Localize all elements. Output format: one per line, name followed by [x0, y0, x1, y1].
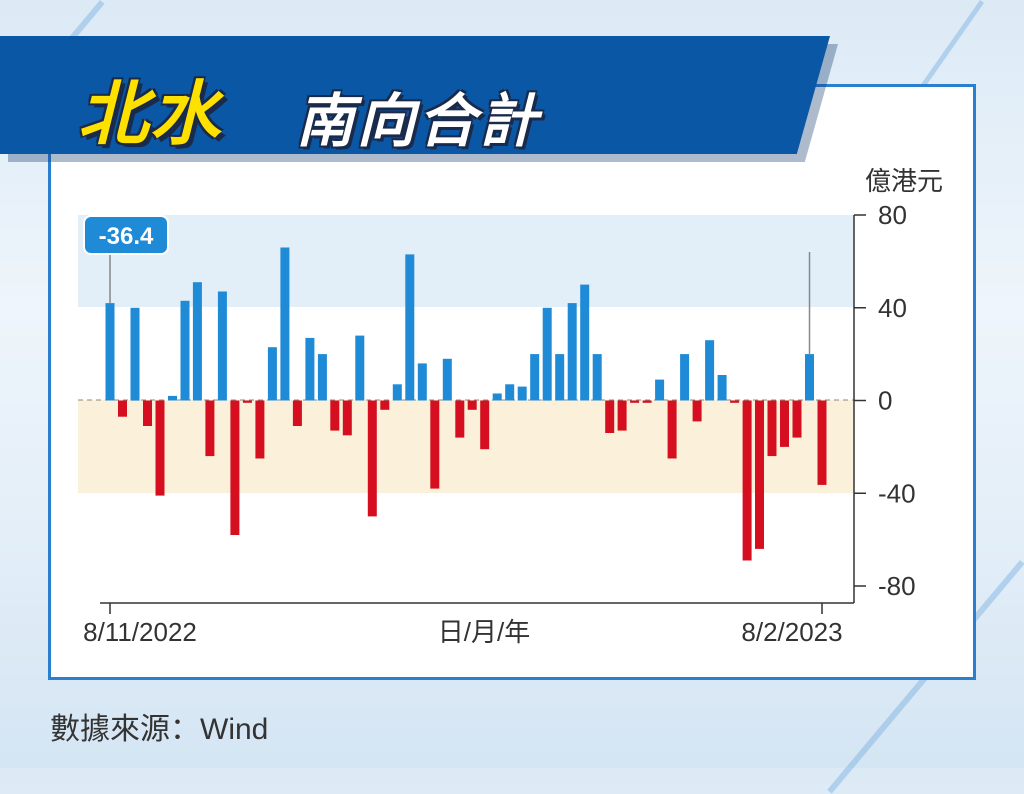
- bar: [767, 400, 777, 457]
- y-tick-label: 80: [878, 200, 907, 230]
- y-axis-label: 億港元: [865, 166, 943, 196]
- title-banner: [0, 36, 830, 154]
- bar: [655, 379, 665, 401]
- bar: [143, 400, 152, 426]
- bar: [367, 400, 377, 517]
- annotation-box: [83, 215, 169, 255]
- annotation-label: -36.4: [99, 223, 154, 250]
- bar: [392, 384, 402, 401]
- bar: [405, 254, 415, 401]
- negative-band: [78, 400, 854, 493]
- y-tick-label: 0: [878, 386, 892, 416]
- positive-band: [78, 215, 854, 307]
- bar: [230, 400, 240, 535]
- bar: [605, 400, 615, 433]
- bar: [180, 300, 190, 401]
- bar: [342, 400, 352, 436]
- annotations-group: 42.0-36.4: [83, 215, 811, 355]
- bar: [717, 375, 727, 401]
- bar: [467, 400, 477, 410]
- bar: [705, 340, 715, 401]
- bar: [642, 400, 652, 403]
- bar: [317, 354, 327, 401]
- x-tick-label-end: 8/2/2023: [741, 617, 842, 647]
- bar: [430, 400, 440, 489]
- bar: [780, 400, 789, 447]
- bar: [730, 400, 740, 403]
- bar-chart: 80 40 0 -40 -80 億港元 8/11/2022 8/2/2023 日/月/年…: [78, 166, 943, 647]
- bar: [168, 395, 177, 401]
- bar: [242, 400, 252, 403]
- bar: [567, 303, 577, 401]
- bar: [442, 358, 452, 401]
- bar: [105, 303, 115, 401]
- chart-panel: [48, 84, 976, 680]
- bar: [155, 400, 165, 496]
- data-source: 數據來源：Wind: [50, 713, 269, 746]
- chart-title-sub: 南向合計: [296, 89, 541, 154]
- bar: [792, 400, 802, 438]
- bar: [417, 363, 427, 401]
- bar: [305, 337, 315, 401]
- chart-title-main: 北水: [78, 75, 222, 153]
- bar: [592, 354, 602, 401]
- bars-group: [105, 247, 827, 561]
- bar: [542, 307, 552, 401]
- bar: [492, 393, 502, 401]
- x-tick-label-start: 8/11/2022: [83, 617, 197, 647]
- bar: [667, 400, 677, 459]
- bar: [192, 282, 202, 401]
- y-tick-label: 40: [878, 293, 907, 323]
- bar: [692, 400, 702, 422]
- bar: [817, 400, 827, 485]
- bar: [630, 400, 640, 403]
- bar: [118, 400, 127, 417]
- bar: [355, 335, 365, 401]
- y-tick-label: -80: [878, 571, 916, 601]
- bar: [380, 400, 390, 410]
- bar: [455, 400, 465, 438]
- bar: [555, 354, 565, 401]
- bar: [205, 400, 215, 457]
- y-tick-label: -40: [878, 478, 916, 508]
- bar: [742, 400, 752, 561]
- bar: [280, 247, 290, 401]
- bar: [530, 354, 540, 401]
- bar: [217, 291, 227, 401]
- bar: [617, 400, 627, 431]
- x-axis-label: 日/月/年: [438, 617, 530, 647]
- bar: [330, 400, 340, 431]
- bar: [267, 347, 277, 401]
- bar: [805, 354, 814, 401]
- bar: [292, 400, 302, 426]
- bar: [480, 400, 490, 450]
- bar: [505, 384, 515, 401]
- bar: [680, 354, 690, 401]
- bar: [580, 284, 590, 401]
- bar: [255, 400, 265, 459]
- bar: [755, 400, 764, 549]
- bar: [130, 307, 140, 401]
- y-ticks-group: 80 40 0 -40 -80: [854, 200, 916, 601]
- bar: [517, 386, 527, 401]
